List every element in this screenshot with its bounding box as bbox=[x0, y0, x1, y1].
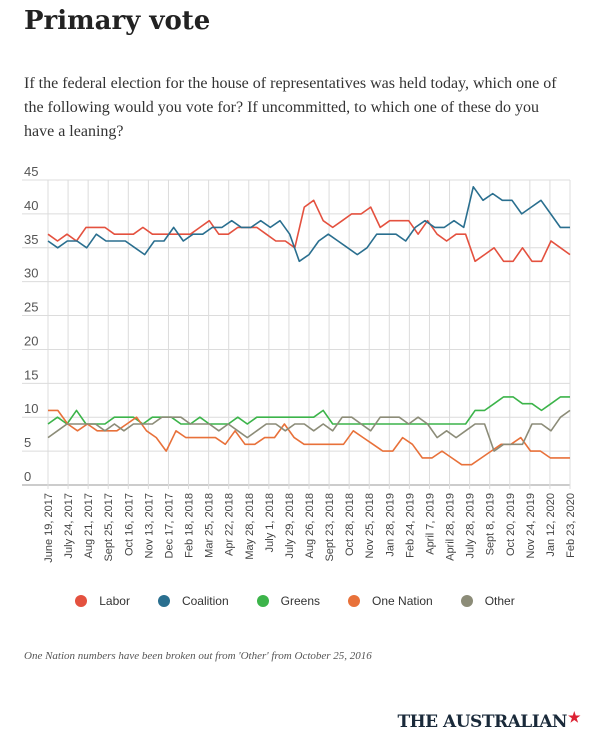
y-tick-label: 40 bbox=[24, 198, 38, 213]
x-tick-label: April 28, 2019 bbox=[445, 493, 457, 561]
legend-item: Coalition bbox=[157, 594, 229, 608]
legend-item: Other bbox=[460, 594, 515, 608]
x-tick-label: July 24, 2017 bbox=[63, 493, 75, 558]
x-tick-label: Mar 25, 2018 bbox=[204, 493, 216, 558]
x-tick-label: July 28, 2019 bbox=[465, 493, 477, 558]
x-tick-label: Sept 25, 2017 bbox=[103, 493, 115, 562]
x-tick-label: May 28, 2018 bbox=[244, 493, 256, 560]
chart-legend: Labor Coalition Greens One Nation Other bbox=[0, 594, 590, 608]
x-tick-label: Oct 20, 2019 bbox=[505, 493, 517, 556]
x-tick-label: Feb 18, 2018 bbox=[184, 493, 196, 558]
primary-vote-line-chart: 0 5 10 15 20 25 30 35 40 45 June 19, 2017 July 24, … bbox=[22, 164, 577, 563]
legend-label: One Nation bbox=[372, 594, 433, 608]
legend-item: One Nation bbox=[348, 594, 433, 608]
x-tick-label: Oct 28, 2018 bbox=[344, 493, 356, 556]
series-line-other bbox=[47, 409, 571, 452]
y-tick-label: 35 bbox=[24, 232, 38, 247]
y-tick-label: 10 bbox=[24, 401, 38, 416]
footnote: One Nation numbers have been broken out … bbox=[24, 650, 372, 662]
y-tick-label: 20 bbox=[24, 333, 38, 348]
y-tick-label: 25 bbox=[24, 300, 38, 315]
legend-label: Coalition bbox=[181, 594, 229, 608]
star-icon: ★ bbox=[567, 710, 581, 726]
x-tick-label: Aug 26, 2018 bbox=[304, 493, 316, 558]
x-tick-label: Sept 8, 2019 bbox=[485, 493, 497, 555]
x-tick-label: June 19, 2017 bbox=[43, 493, 55, 563]
brand-name: THE AUSTRALIAN bbox=[397, 712, 567, 732]
x-tick-label: April 7, 2019 bbox=[424, 493, 436, 555]
x-tick-label: Nov 13, 2017 bbox=[143, 493, 155, 558]
y-tick-label: 30 bbox=[24, 266, 38, 281]
y-tick-label: 15 bbox=[24, 367, 38, 382]
x-tick-label: Apr 22, 2018 bbox=[224, 493, 236, 556]
legend-swatch bbox=[460, 595, 473, 607]
x-tick-label: Nov 24, 2019 bbox=[525, 493, 537, 558]
legend-swatch bbox=[75, 595, 88, 607]
x-tick-label: Jan 12, 2020 bbox=[545, 493, 557, 557]
x-tick-label: Feb 24, 2019 bbox=[404, 493, 416, 558]
legend-label: Labor bbox=[99, 594, 130, 608]
series-line-one-nation bbox=[48, 409, 570, 466]
series-line-labor bbox=[47, 199, 571, 263]
x-tick-label: Jan 28, 2019 bbox=[384, 493, 396, 557]
legend-swatch bbox=[348, 595, 361, 607]
y-tick-label: 5 bbox=[24, 435, 31, 450]
x-tick-label: July 29, 2018 bbox=[284, 493, 296, 558]
x-tick-label: Feb 23, 2020 bbox=[565, 493, 577, 558]
legend-label: Other bbox=[484, 594, 515, 608]
legend-item: Labor bbox=[75, 594, 130, 608]
x-tick-label: Nov 25, 2018 bbox=[364, 493, 376, 558]
chart-title: Primary vote bbox=[24, 6, 211, 36]
x-tick-label: July 1, 2018 bbox=[264, 493, 276, 552]
x-tick-label: Oct 16, 2017 bbox=[123, 493, 135, 556]
legend-swatch bbox=[157, 595, 170, 607]
y-tick-label: 45 bbox=[24, 164, 38, 179]
x-tick-label: Aug 21, 2017 bbox=[83, 493, 95, 558]
chart-subtitle: If the federal election for the house of… bbox=[24, 75, 557, 140]
legend-swatch bbox=[256, 595, 269, 607]
legend-item: Greens bbox=[256, 594, 321, 608]
y-tick-label: 0 bbox=[24, 469, 31, 484]
x-tick-label: Sept 23, 2018 bbox=[324, 493, 336, 562]
series-line-coalition bbox=[47, 185, 570, 263]
legend-label: Greens bbox=[280, 594, 321, 608]
x-tick-label: Dec 17, 2017 bbox=[163, 493, 175, 558]
brand-logo: THE AUSTRALIAN ★ bbox=[397, 710, 581, 732]
